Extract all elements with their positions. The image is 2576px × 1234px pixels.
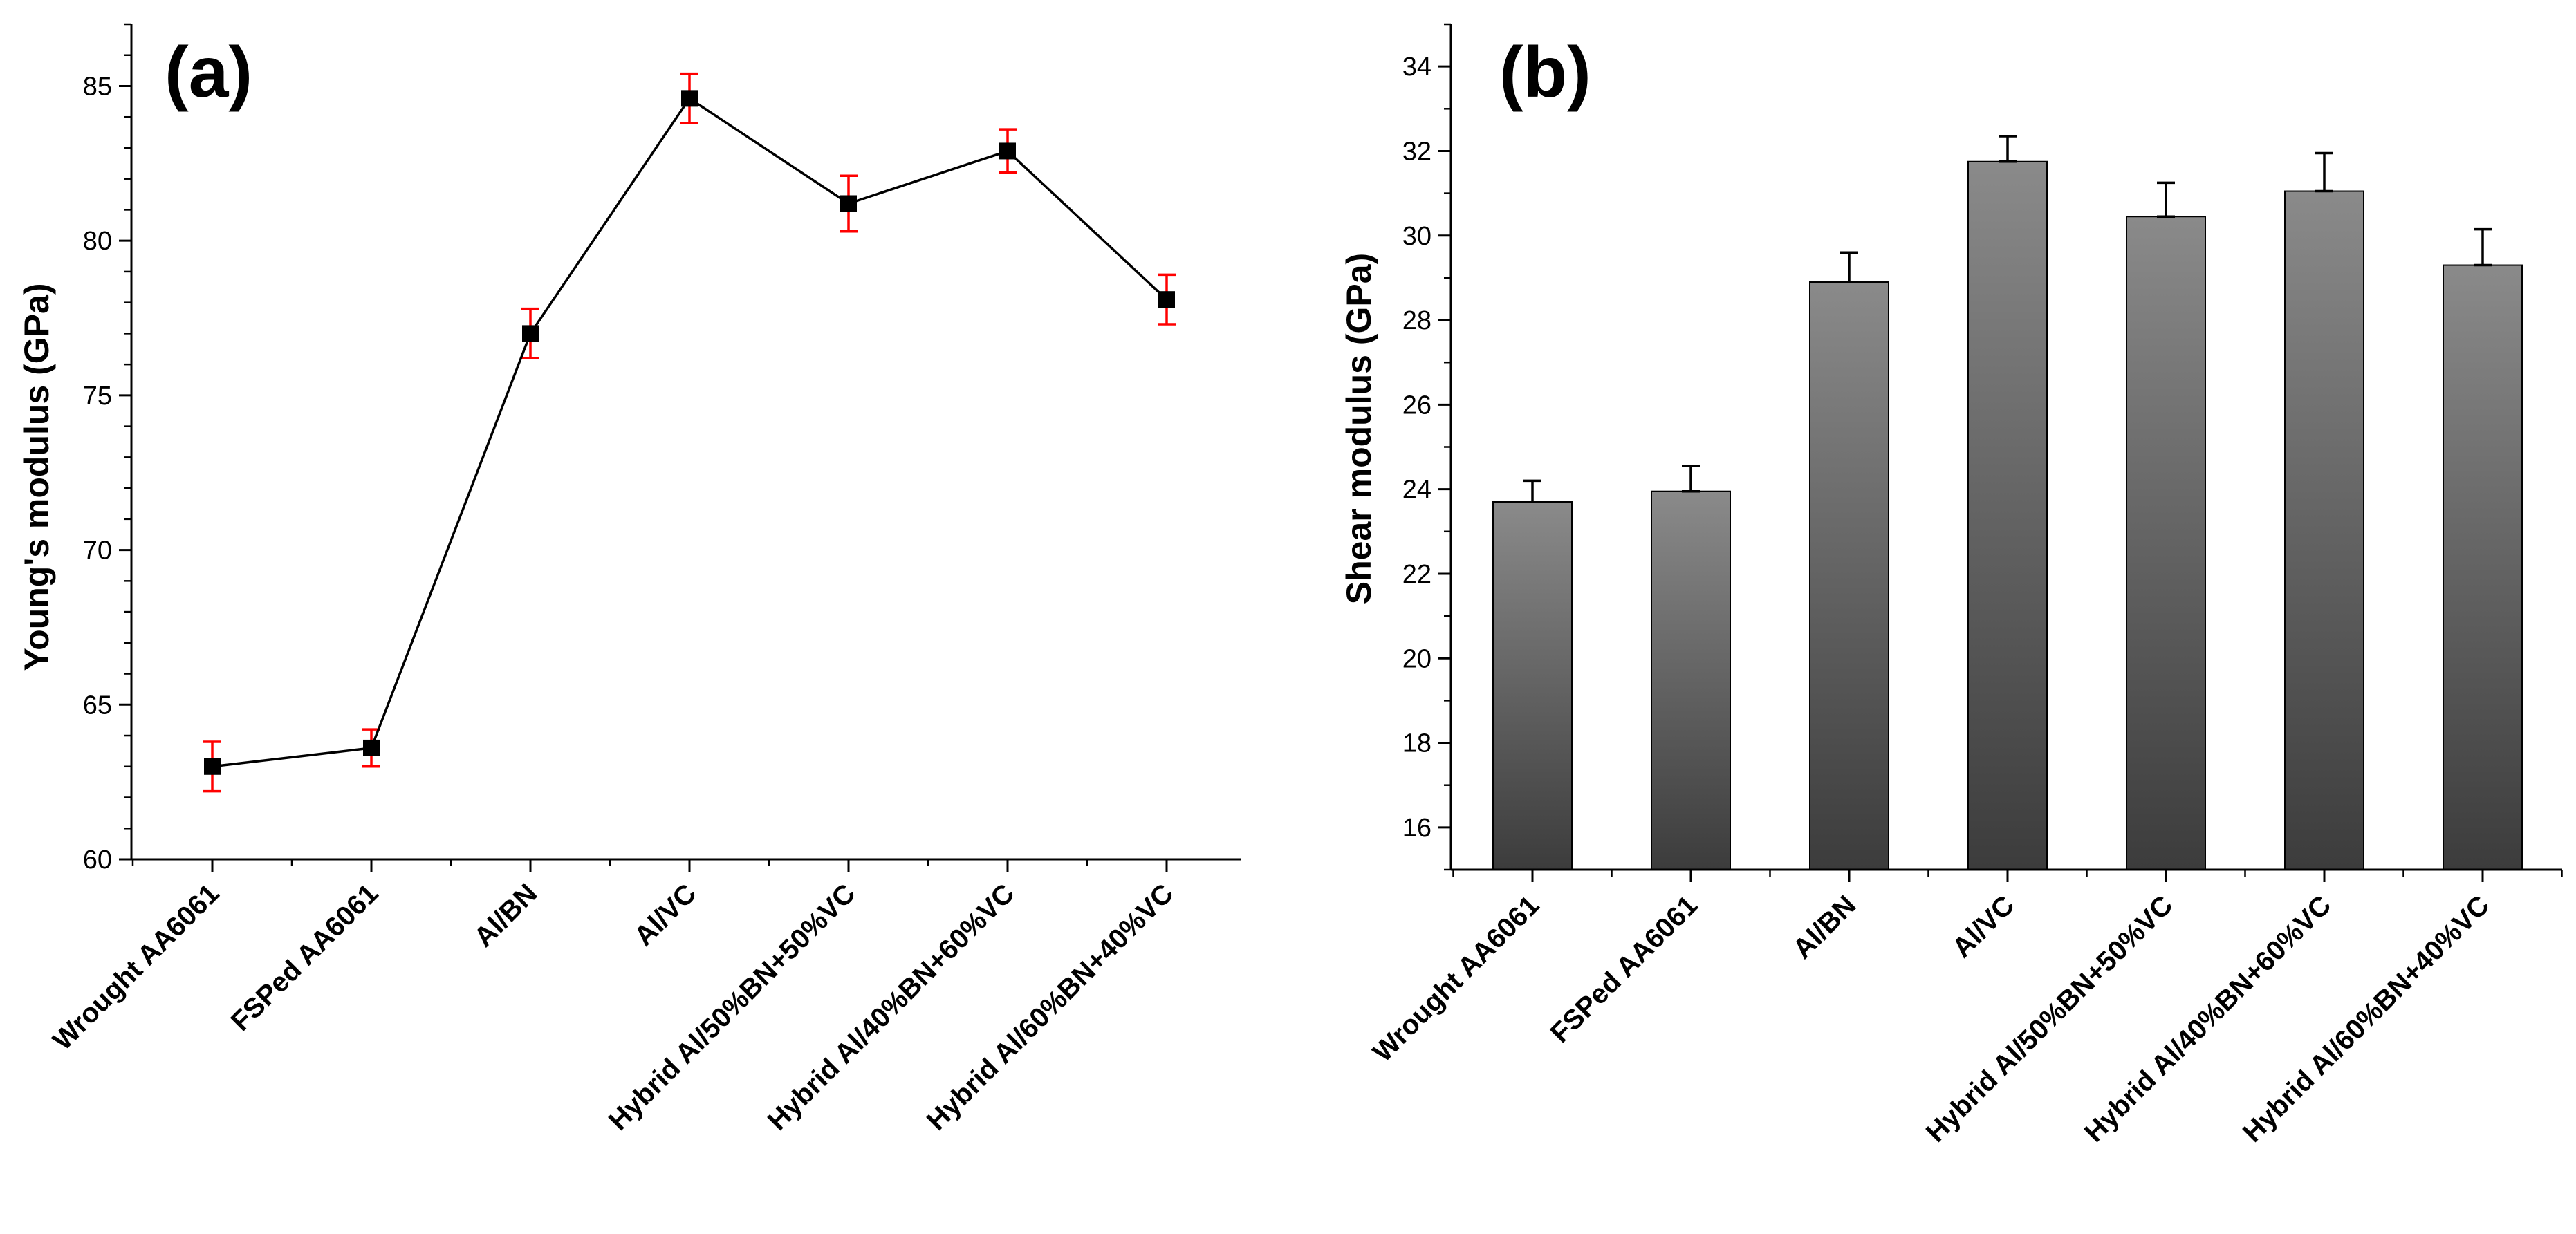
y-tick-label: 22 [1402, 560, 1431, 589]
bar [1492, 501, 1573, 870]
bar [2284, 190, 2364, 871]
y-tick-label: 32 [1402, 137, 1431, 166]
panel-b-error-bars [1523, 135, 2492, 503]
x-category-label: Al/VC [629, 878, 703, 952]
y-tick-label: 24 [1402, 476, 1431, 505]
bar [1651, 490, 1731, 870]
panel-b-shear-modulus: (b) Shear modulus (GPa) 16 18 20 22 24 26 28 30… [1340, 23, 2563, 1148]
y-tick-label: 65 [83, 691, 112, 720]
y-tick-label: 28 [1402, 306, 1431, 335]
panel-b-bars [1492, 160, 2523, 871]
y-tick-label: 85 [83, 72, 112, 101]
panel-a-category-labels: Wrought AA6061 FSPed AA6061 Al/BN Al/VCHybr… [47, 878, 1179, 1137]
data-point-marker [840, 195, 857, 212]
panel-a-axes: 60 65 70 75 80 85 [83, 23, 1241, 875]
y-tick-label: 30 [1402, 222, 1431, 251]
bar [2443, 264, 2523, 870]
y-tick-label: 34 [1402, 53, 1431, 82]
data-point-marker [681, 90, 698, 107]
x-category-label: FSPed AA6061 [225, 878, 384, 1037]
panel-b-label: (b) [1499, 32, 1591, 113]
panel-b-y-axis-title: Shear modulus (GPa) [1340, 253, 1378, 604]
panel-a-youngs-modulus: (a) Young's modulus (GPa) 60 65 70 75 80 85 W… [17, 23, 1241, 1137]
panel-b-axes: 16 18 20 22 24 26 28 30 32 34 [1402, 23, 2563, 882]
panel-a-series [204, 90, 1175, 775]
y-tick-label: 16 [1402, 814, 1431, 843]
y-tick-label: 80 [83, 227, 112, 256]
panel-a-label: (a) [165, 32, 252, 113]
x-category-label: FSPed AA6061 [1545, 890, 1704, 1049]
x-category-label: Al/VC [1947, 890, 2021, 964]
x-category-label: Wrought AA6061 [1367, 890, 1545, 1067]
data-point-marker [204, 758, 221, 775]
x-category-label: Al/BN [1787, 890, 1862, 964]
data-point-marker [363, 739, 380, 756]
data-point-marker [999, 142, 1016, 160]
bar [1967, 160, 2048, 870]
panel-b-category-labels: Wrought AA6061 FSPed AA6061 Al/BN Al/VCHybr… [1367, 890, 2495, 1148]
panel-a-error-bars [203, 72, 1176, 793]
y-tick-label: 20 [1402, 644, 1431, 673]
y-tick-label: 70 [83, 536, 112, 565]
x-category-label: Wrought AA6061 [47, 878, 225, 1056]
data-point-marker [1158, 291, 1175, 308]
x-category-label: Al/BN [468, 878, 543, 953]
data-point-marker [522, 325, 539, 342]
y-tick-label: 60 [83, 845, 112, 875]
bar [2126, 216, 2206, 871]
y-tick-label: 18 [1402, 729, 1431, 758]
series-line [212, 96, 1168, 768]
y-tick-label: 26 [1402, 391, 1431, 420]
panel-a-y-axis-title: Young's modulus (GPa) [17, 283, 56, 671]
bar [1809, 281, 1889, 870]
y-tick-label: 75 [83, 382, 112, 411]
